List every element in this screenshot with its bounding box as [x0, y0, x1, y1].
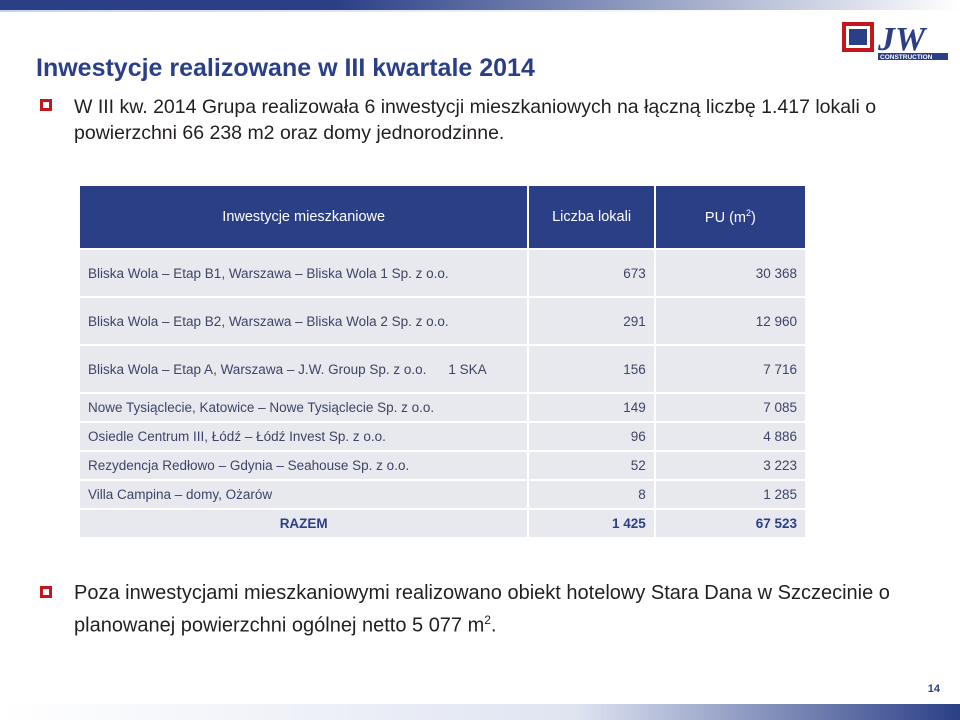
bottom-accent-bar [0, 704, 960, 720]
table-row: Bliska Wola – Etap B2, Warszawa – Bliska… [80, 296, 805, 344]
note-end: . [490, 614, 497, 637]
logo-text: JW [877, 21, 928, 58]
table-row: Rezydencja Redłowo – Gdynia – Seahouse S… [80, 450, 805, 479]
table-row: Nowe Tysiąclecie, Katowice – Nowe Tysiąc… [80, 392, 805, 421]
investment-name-cell: Bliska Wola – Etap A, Warszawa – J.W. Gr… [80, 344, 530, 392]
table-row: Bliska Wola – Etap B1, Warszawa – Bliska… [80, 248, 805, 296]
header-investments: Inwestycje mieszkaniowe [80, 186, 530, 248]
note-sup: 2 [484, 613, 491, 627]
usable-area: 12 960 [655, 296, 805, 344]
header-area-sup: 2 [746, 208, 752, 219]
unit-count: 8 [529, 479, 656, 508]
total-row: RAZEM 1 425 67 523 [80, 508, 805, 537]
page-title: Inwestycje realizowane w III kwartale 20… [36, 54, 535, 82]
square-bullet-icon [40, 99, 52, 111]
header-usable-area: PU (m2) [655, 186, 805, 248]
investment-name-cell: Osiedle Centrum III, Łódź – Łódź Invest … [80, 421, 530, 450]
investment-name-cell: Nowe Tysiąclecie, Katowice – Nowe Tysiąc… [80, 392, 530, 421]
table-row: Osiedle Centrum III, Łódź – Łódź Invest … [80, 421, 805, 450]
intro-text: W III kw. 2014 Grupa realizowała 6 inwes… [74, 96, 877, 144]
intro-bullet: W III kw. 2014 Grupa realizowała 6 inwes… [40, 94, 884, 146]
note-body: Poza inwestycjami mieszkaniowymi realizo… [74, 582, 890, 637]
logo-subtext: CONSTRUCTION [880, 54, 933, 61]
investment-name: Bliska Wola – Etap A, Warszawa – J.W. Gr… [88, 361, 427, 377]
unit-count: 52 [529, 450, 656, 479]
investment-name-cell: Bliska Wola – Etap B2, Warszawa – Bliska… [80, 296, 530, 344]
total-label: RAZEM [80, 508, 530, 537]
unit-count: 96 [529, 421, 656, 450]
investment-name: Rezydencja Redłowo – Gdynia – Seahouse S… [88, 458, 410, 473]
investment-name-cell: Villa Campina – domy, Ożarów [80, 479, 530, 508]
table-row: Villa Campina – domy, Ożarów 8 1 285 [80, 479, 805, 508]
usable-area: 3 223 [655, 450, 805, 479]
investments-table: Inwestycje mieszkaniowe Liczba lokali PU… [80, 186, 805, 537]
usable-area: 7 085 [655, 392, 805, 421]
usable-area: 4 886 [655, 421, 805, 450]
investment-name-extra: 1 SKA [448, 361, 487, 377]
note-text: Poza inwestycjami mieszkaniowymi realizo… [74, 580, 904, 640]
table-row: Bliska Wola – Etap A, Warszawa – J.W. Gr… [80, 344, 805, 392]
header-area-close: ) [751, 209, 756, 226]
unit-count: 149 [529, 392, 656, 421]
unit-count: 673 [529, 248, 656, 296]
investment-name: Bliska Wola – Etap B2, Warszawa – Bliska… [88, 313, 449, 329]
unit-count: 156 [529, 344, 656, 392]
page-number: 14 [927, 683, 940, 695]
unit-count: 291 [529, 296, 656, 344]
usable-area: 1 285 [655, 479, 805, 508]
table-header-row: Inwestycje mieszkaniowe Liczba lokali PU… [80, 186, 805, 248]
investment-name: Bliska Wola – Etap B1, Warszawa – Bliska… [88, 265, 449, 281]
usable-area: 30 368 [655, 248, 805, 296]
jw-construction-logo: JW CONSTRUCTION [842, 21, 948, 61]
top-accent-line [0, 10, 960, 12]
investment-name-cell: Rezydencja Redłowo – Gdynia – Seahouse S… [80, 450, 530, 479]
usable-area: 7 716 [655, 344, 805, 392]
square-bullet-icon [40, 586, 52, 598]
total-area: 67 523 [655, 508, 805, 537]
total-count: 1 425 [529, 508, 656, 537]
header-area-label: PU (m [704, 209, 746, 226]
top-accent-bar [0, 0, 960, 10]
note-bullet: Poza inwestycjami mieszkaniowymi realizo… [40, 580, 904, 640]
investment-name-cell: Bliska Wola – Etap B1, Warszawa – Bliska… [80, 248, 530, 296]
investment-name: Nowe Tysiąclecie, Katowice – Nowe Tysiąc… [88, 400, 435, 415]
investment-name: Osiedle Centrum III, Łódź – Łódź Invest … [88, 429, 386, 444]
investment-name: Villa Campina – domy, Ożarów [88, 487, 273, 502]
header-unit-count: Liczba lokali [529, 186, 656, 248]
